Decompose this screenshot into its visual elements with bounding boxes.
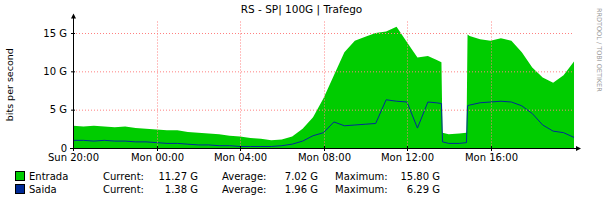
- legend-stat-value: 7.02 G: [285, 171, 318, 182]
- area: [73, 27, 574, 148]
- grid-line: [73, 71, 574, 72]
- title: RS - SP| 100G | Trafego: [241, 3, 363, 16]
- y-tick-label: 10 G: [43, 66, 67, 77]
- x-tick-label: Mon 12:00: [381, 152, 434, 163]
- legend-stat-label: Average:: [222, 171, 266, 182]
- y-tick: [71, 110, 75, 111]
- y-tick-label: 5 G: [50, 104, 67, 115]
- legend-stat-label: Current:: [103, 184, 144, 195]
- y-tick: [71, 33, 75, 34]
- x-tick: [73, 146, 74, 151]
- grid-line: [73, 110, 574, 111]
- legend-stat-value: 1.96 G: [285, 184, 318, 195]
- legend-stat-label: Current:: [103, 171, 144, 182]
- background: [0, 0, 603, 205]
- y-axis-label: bits per second: [4, 48, 15, 121]
- watermark: RRDTOOL / TOBI OETIKER: [595, 8, 603, 92]
- y-tick-label: 15 G: [43, 28, 67, 39]
- legend-stat-label: Maximum:: [335, 171, 388, 182]
- grid-line: [407, 22, 408, 149]
- legend-stat-label: Average:: [222, 184, 266, 195]
- x-tick: [407, 146, 408, 151]
- legend-stat-label: Maximum:: [335, 184, 388, 195]
- y-axis: [73, 18, 74, 152]
- x-tick: [157, 146, 158, 151]
- grid-line: [240, 22, 241, 149]
- y-axis-arrow: [71, 14, 76, 19]
- legend-stat-value: 6.29 G: [407, 184, 440, 195]
- x-tick-label: Mon 00:00: [131, 152, 184, 163]
- legend-stat-value: 15.80 G: [400, 171, 440, 182]
- x-tick: [491, 146, 492, 151]
- series-group: [73, 27, 574, 148]
- y-tick: [71, 71, 75, 72]
- grid-line: [491, 22, 492, 149]
- x-tick-label: Mon 08:00: [298, 152, 351, 163]
- x-tick: [324, 146, 325, 151]
- grid-line: [73, 33, 574, 34]
- x-tick-label: Mon 04:00: [214, 152, 267, 163]
- legend-swatch: [16, 185, 25, 194]
- legend-stat-value: 1.38 G: [165, 184, 198, 195]
- legend-label: Entrada: [29, 171, 68, 182]
- grid-line: [157, 22, 158, 149]
- x-tick-label: Sun 20:00: [48, 152, 99, 163]
- x-tick: [240, 146, 241, 151]
- x-axis-arrow: [576, 146, 581, 151]
- x-tick-label: Mon 16:00: [465, 152, 518, 163]
- chart: RS - SP| 100G | Trafego bits per second RR…: [0, 0, 603, 205]
- legend-label: Saida: [29, 184, 57, 195]
- line: [73, 100, 574, 147]
- legend-swatch: [16, 172, 25, 181]
- grid-line: [324, 22, 325, 149]
- plot-area: [73, 22, 574, 149]
- legend-stat-value: 11.27 G: [158, 171, 198, 182]
